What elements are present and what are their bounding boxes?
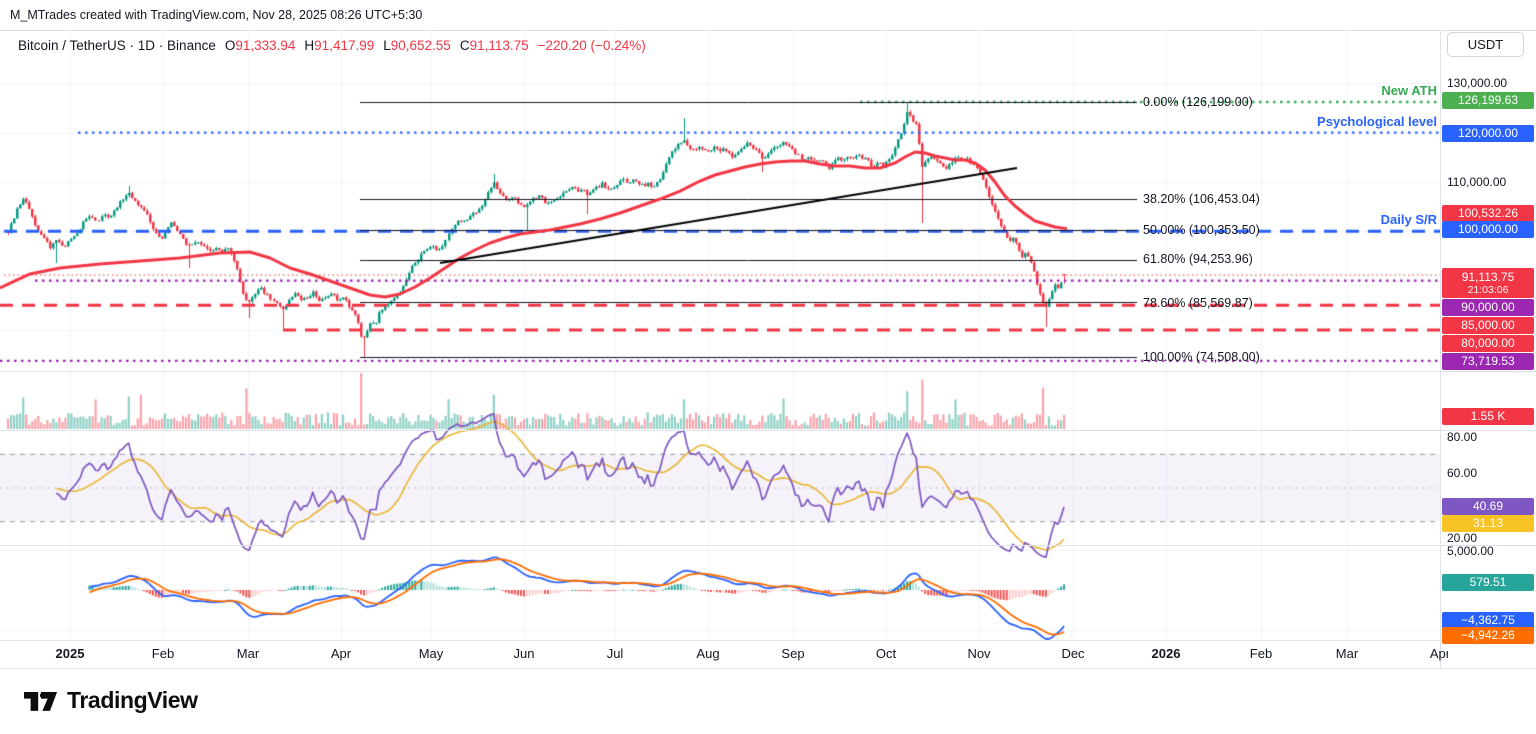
time-axis-label: Mar [236, 646, 260, 661]
time-axis-label: 2025 [55, 646, 85, 661]
time-axis-label: Jul [606, 646, 624, 661]
price-badge: 120,000.00 [1442, 124, 1534, 142]
price-badge: 40.69 [1442, 497, 1534, 515]
attribution-text: M_MTrades created with TradingView.com, … [10, 8, 423, 22]
time-axis[interactable]: 2025 Feb Mar Apr May Jun Jul Aug Sep Oct Nov Dec 202… [0, 640, 1448, 668]
ohlc-item: H91,417.99 [304, 38, 375, 53]
tradingview-logo-icon [24, 692, 58, 711]
currency-button[interactable]: USDT [1447, 32, 1524, 57]
price-badge: 90,000.00 [1442, 298, 1534, 316]
time-axis-label: Mar [1335, 646, 1359, 661]
time-axis-label: Apr [1429, 646, 1448, 661]
ohlc-values: O91,333.94 H91,417.99 L90,652.55 C91,113.75 [216, 38, 529, 53]
price-badge: 91,113.75 21:03:06 [1442, 268, 1534, 298]
time-axis-label: Apr [330, 646, 352, 661]
price-tick: 80.00 [1447, 430, 1478, 444]
time-axis-separator [0, 640, 1536, 641]
chart-canvas[interactable] [0, 0, 1440, 668]
price-badge: 73,719.53 [1442, 352, 1534, 370]
price-badge: −4,942.26 [1442, 626, 1534, 644]
price-badge: 31.13 [1442, 514, 1534, 532]
level-label: New ATH [1381, 83, 1437, 98]
ohlc-item: C91,113.75 [459, 38, 529, 53]
change-value: −220.20 (−0.24%) [537, 38, 646, 53]
chart-bottom-border [0, 668, 1536, 669]
price-badge: 100,532.26 [1442, 204, 1534, 222]
symbol-title[interactable]: Bitcoin / TetherUS · 1D · Binance [18, 38, 216, 53]
time-axis-label: Feb [1249, 646, 1273, 661]
time-axis-label: Dec [1061, 646, 1085, 661]
symbol-legend: Bitcoin / TetherUS · 1D · Binance O91,333… [18, 38, 646, 53]
price-badge: 85,000.00 [1442, 316, 1534, 334]
attribution-bar: M_MTrades created with TradingView.com, … [0, 0, 1536, 30]
ohlc-item: L90,652.55 [383, 38, 451, 53]
price-tick: 60.00 [1447, 466, 1478, 480]
header-separator [0, 30, 1536, 31]
fib-level-label: 100.00% (74,508.00) [1143, 350, 1260, 364]
footer-branding[interactable]: TradingView [24, 687, 198, 714]
time-axis-label: Feb [151, 646, 175, 661]
price-tick: 130,000.00 [1447, 76, 1508, 90]
price-tick: 110,000.00 [1447, 175, 1507, 189]
price-badge: 579.51 [1442, 573, 1534, 591]
level-label: Daily S/R [1380, 212, 1437, 227]
pane-separator-macd[interactable] [0, 545, 1536, 546]
countdown-timer: 21:03:06 [1467, 284, 1509, 296]
time-axis-label: Jun [513, 646, 535, 661]
fib-level-label: 0.00% (126,199.00) [1143, 95, 1253, 109]
price-scale-border [1440, 30, 1441, 668]
level-label: Psychological level [1317, 114, 1437, 129]
fib-level-label: 78.60% (85,569.87) [1143, 296, 1253, 310]
price-badge: 100,000.00 [1442, 220, 1534, 238]
time-axis-label: Oct [875, 646, 897, 661]
pane-separator-volume[interactable] [0, 371, 1536, 372]
price-tick: 5,000.00 [1447, 544, 1494, 558]
fib-level-label: 38.20% (106,453.04) [1143, 192, 1260, 206]
time-axis-label: Aug [696, 646, 720, 661]
time-axis-label: Sep [781, 646, 805, 661]
price-tick: 20.00 [1447, 531, 1478, 545]
fib-level-label: 50.00% (100,353.50) [1143, 223, 1260, 237]
pane-separator-rsi[interactable] [0, 430, 1536, 431]
brand-name: TradingView [67, 687, 198, 713]
ohlc-item: O91,333.94 [224, 38, 296, 53]
fib-level-label: 61.80% (94,253.96) [1143, 252, 1253, 266]
price-badge: −4,362.75 [1442, 611, 1534, 629]
time-axis-label: May [418, 646, 444, 661]
price-badge: 80,000.00 [1442, 334, 1534, 352]
time-axis-label: Nov [967, 646, 991, 661]
price-badge: 1.55 K [1442, 407, 1534, 425]
time-axis-label: 2026 [1151, 646, 1181, 661]
price-badge: 126,199.63 [1442, 91, 1534, 109]
